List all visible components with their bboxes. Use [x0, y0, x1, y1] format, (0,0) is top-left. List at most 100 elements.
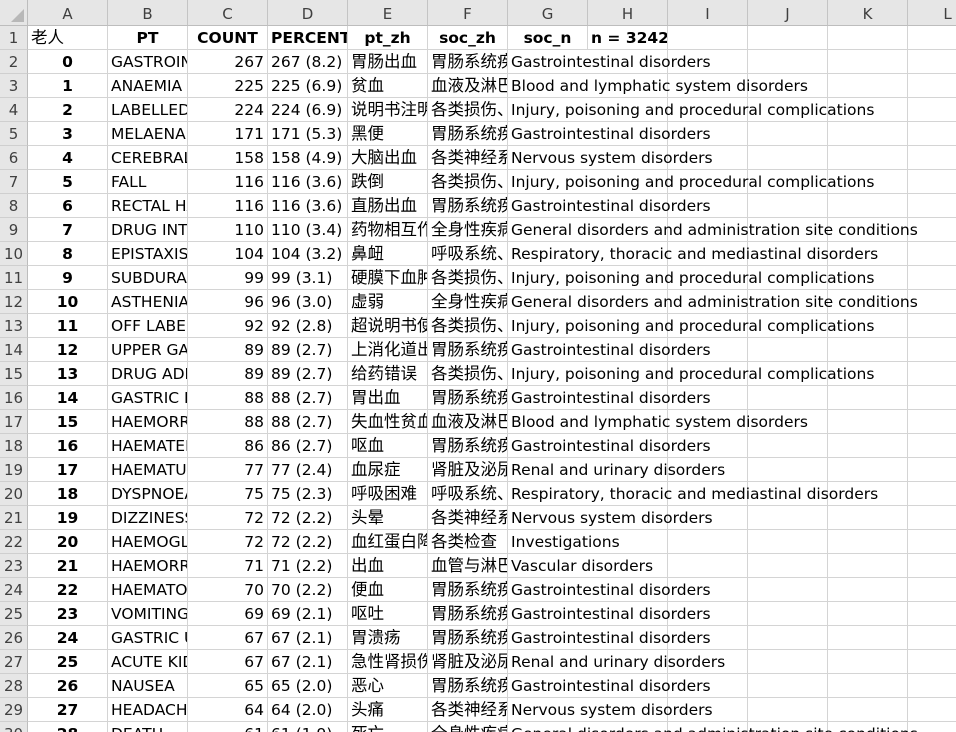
cell-soc-n[interactable]: Injury, poisoning and procedural complic…: [508, 98, 956, 122]
grid-cell[interactable]: [748, 626, 828, 650]
grid-cell[interactable]: [668, 386, 748, 410]
cell-pt[interactable]: HAEMATURIA: [108, 458, 188, 482]
row-header[interactable]: 20: [0, 482, 28, 506]
grid-cell[interactable]: [668, 434, 748, 458]
cell-count[interactable]: 96: [188, 290, 268, 314]
grid-cell[interactable]: [668, 26, 748, 50]
grid-cell[interactable]: [748, 362, 828, 386]
grid-cell[interactable]: [748, 170, 828, 194]
grid-cell[interactable]: [588, 170, 668, 194]
cell-pt[interactable]: DRUG ADMINISTRATION ERROR: [108, 362, 188, 386]
cell-pt-zh[interactable]: 呕血: [348, 434, 428, 458]
grid-cell[interactable]: [748, 650, 828, 674]
cell-soc-zh[interactable]: 肾脏及泌尿系统疾病: [428, 650, 508, 674]
cell-percentage[interactable]: 89 (2.7): [268, 362, 348, 386]
cell-soc-n[interactable]: Blood and lymphatic system disorders: [508, 74, 956, 98]
grid-cell[interactable]: [668, 242, 748, 266]
grid-cell[interactable]: [828, 698, 908, 722]
grid-cell[interactable]: [748, 98, 828, 122]
row-header[interactable]: 2: [0, 50, 28, 74]
cell-index[interactable]: 27: [28, 698, 108, 722]
cell-soc-zh[interactable]: 血液及淋巴系统疾病: [428, 74, 508, 98]
cell-index[interactable]: 5: [28, 170, 108, 194]
cell-pt-zh[interactable]: 胃肠出血: [348, 50, 428, 74]
cell-count[interactable]: 116: [188, 194, 268, 218]
cell-index[interactable]: 28: [28, 722, 108, 732]
grid-cell[interactable]: [828, 578, 908, 602]
grid-cell[interactable]: [828, 194, 908, 218]
row-header[interactable]: 8: [0, 194, 28, 218]
grid-cell[interactable]: [828, 626, 908, 650]
grid-cell[interactable]: [588, 194, 668, 218]
cell-index[interactable]: 21: [28, 554, 108, 578]
column-header-h[interactable]: H: [588, 0, 668, 26]
grid-cell[interactable]: [588, 146, 668, 170]
row-header[interactable]: 13: [0, 314, 28, 338]
cell-percentage[interactable]: 89 (2.7): [268, 338, 348, 362]
grid-cell[interactable]: [748, 578, 828, 602]
row-header[interactable]: 10: [0, 242, 28, 266]
cell-count[interactable]: 70: [188, 578, 268, 602]
grid-cell[interactable]: [748, 26, 828, 50]
row-header[interactable]: 26: [0, 626, 28, 650]
cell-percentage[interactable]: 71 (2.2): [268, 554, 348, 578]
grid-cell[interactable]: [828, 434, 908, 458]
grid-cell[interactable]: [748, 410, 828, 434]
cell-percentage[interactable]: 72 (2.2): [268, 530, 348, 554]
cell-soc-zh[interactable]: 胃肠系统疾病: [428, 626, 508, 650]
cell-soc-n[interactable]: Gastrointestinal disorders: [508, 626, 956, 650]
row-header[interactable]: 19: [0, 458, 28, 482]
grid-cell[interactable]: [748, 338, 828, 362]
grid-cell[interactable]: [828, 338, 908, 362]
cell-soc-zh[interactable]: 呼吸系统、胸及纵隔疾病: [428, 482, 508, 506]
cell-count[interactable]: 72: [188, 506, 268, 530]
cell-soc-n[interactable]: Gastrointestinal disorders: [508, 386, 956, 410]
cell-pt[interactable]: HEADACHE: [108, 698, 188, 722]
grid-cell[interactable]: [668, 338, 748, 362]
grid-cell[interactable]: [828, 410, 908, 434]
cell-soc-zh[interactable]: 全身性疾病及给药部位各种反应: [428, 722, 508, 732]
grid-cell[interactable]: [668, 674, 748, 698]
cell-percentage[interactable]: 116 (3.6): [268, 194, 348, 218]
grid-cell[interactable]: [588, 98, 668, 122]
cell-percentage[interactable]: 225 (6.9): [268, 74, 348, 98]
cell-count[interactable]: 158: [188, 146, 268, 170]
row-header[interactable]: 22: [0, 530, 28, 554]
cell-pt-zh[interactable]: 胃出血: [348, 386, 428, 410]
cell-index[interactable]: 8: [28, 242, 108, 266]
cell-count[interactable]: 267: [188, 50, 268, 74]
grid-cell[interactable]: [588, 74, 668, 98]
grid-cell[interactable]: [588, 674, 668, 698]
cell-soc-zh[interactable]: 胃肠系统疾病: [428, 578, 508, 602]
cell-soc-n[interactable]: Vascular disorders: [508, 554, 956, 578]
grid-cell[interactable]: [588, 218, 668, 242]
row-header[interactable]: 27: [0, 650, 28, 674]
row-header[interactable]: 6: [0, 146, 28, 170]
cell-pt-zh[interactable]: 硬膜下血肿: [348, 266, 428, 290]
cell-count[interactable]: 61: [188, 722, 268, 732]
cell-index[interactable]: 17: [28, 458, 108, 482]
grid-cell[interactable]: [748, 530, 828, 554]
cell-count[interactable]: 110: [188, 218, 268, 242]
grid-cell[interactable]: [588, 242, 668, 266]
grid-cell[interactable]: [828, 146, 908, 170]
row-header[interactable]: 7: [0, 170, 28, 194]
grid-cell[interactable]: [588, 458, 668, 482]
grid-cell[interactable]: [668, 650, 748, 674]
cell-percentage[interactable]: 65 (2.0): [268, 674, 348, 698]
cell-index[interactable]: 14: [28, 386, 108, 410]
cell-pt[interactable]: HAEMATOCHEZIA: [108, 578, 188, 602]
cell-soc-n[interactable]: Nervous system disorders: [508, 506, 956, 530]
column-header-d[interactable]: D: [268, 0, 348, 26]
grid-cell[interactable]: [588, 338, 668, 362]
grid-cell[interactable]: [668, 506, 748, 530]
cell-pt[interactable]: UPPER GASTROINTESTINAL HAEMORRHAGE: [108, 338, 188, 362]
cell-pt[interactable]: GASTRIC ULCER: [108, 626, 188, 650]
grid-cell[interactable]: [748, 314, 828, 338]
cell-soc-zh[interactable]: 胃肠系统疾病: [428, 674, 508, 698]
cell-pt[interactable]: HAEMOGLOBIN DECREASED: [108, 530, 188, 554]
cell-pt-zh[interactable]: 失血性贫血: [348, 410, 428, 434]
cell-count[interactable]: 224: [188, 98, 268, 122]
cell-percentage[interactable]: 64 (2.0): [268, 698, 348, 722]
select-all-button[interactable]: [0, 0, 28, 26]
